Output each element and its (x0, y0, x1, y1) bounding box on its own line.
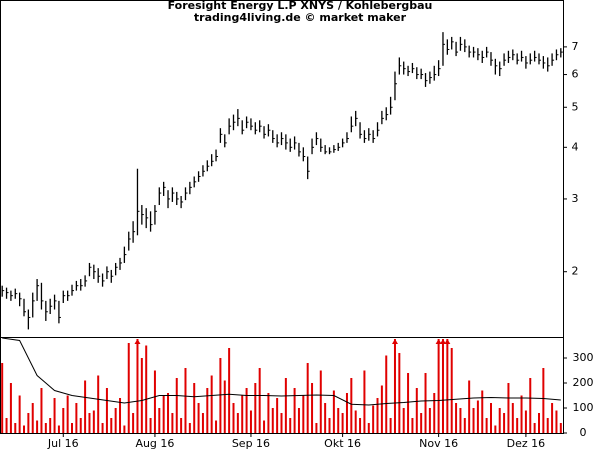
y-tick-label: 7 (572, 40, 579, 53)
x-tick-label: Nov 16 (419, 437, 458, 450)
y-tick-label: 5 (572, 100, 579, 113)
x-tick-label: Okt 16 (324, 437, 361, 450)
y-tick-label: 300 (573, 351, 594, 364)
y-tick-label: 4 (572, 140, 579, 153)
y-tick-label: 2 (572, 265, 579, 278)
y-tick-label: 100 (573, 401, 594, 414)
y-tick-label: 3 (572, 192, 579, 205)
x-tick-label: Aug 16 (135, 437, 174, 450)
x-tick-label: Jul 16 (47, 437, 79, 450)
overflow-arrow (435, 339, 442, 344)
y-tick-label: 200 (573, 376, 594, 389)
chart-subtitle: trading4living.de © market maker (194, 11, 407, 24)
overflow-arrow (444, 339, 451, 344)
volume-frame (0, 337, 564, 434)
moving-average (2, 337, 561, 406)
y-tick-label: 6 (572, 68, 579, 81)
chart-title: Foresight Energy L.P XNYS / Kohlebergbau (168, 0, 433, 12)
x-tick-label: Sep 16 (232, 437, 270, 450)
y-tick-label: 0 (580, 426, 587, 439)
overflow-arrow (134, 339, 141, 344)
x-tick-label: Dez 16 (507, 437, 546, 450)
price-frame (0, 0, 564, 338)
overflow-arrow (391, 339, 398, 344)
overflow-arrow (439, 339, 446, 344)
